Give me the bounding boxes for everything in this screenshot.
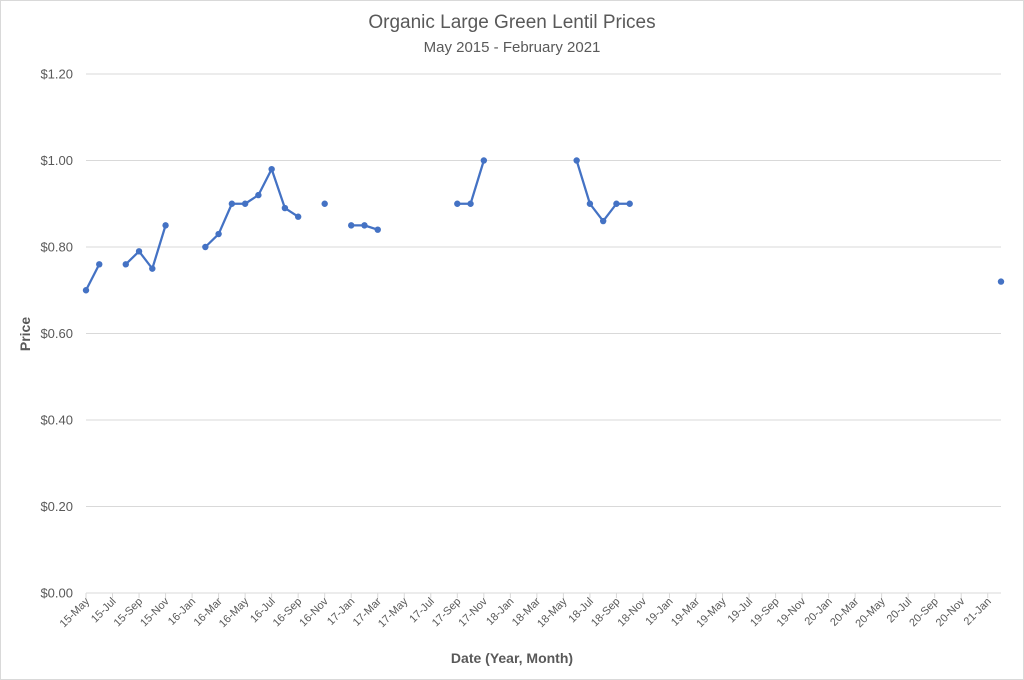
- series-line: [456, 159, 485, 205]
- chart-title: Organic Large Green Lentil Prices: [368, 12, 655, 33]
- y-tick-label: $0.40: [40, 413, 73, 428]
- data-point: [348, 222, 355, 229]
- data-point: [480, 157, 488, 164]
- x-tick-label: 20-Nov: [934, 595, 968, 629]
- data-point: [281, 204, 289, 212]
- data-point: [82, 287, 90, 294]
- data-point: [202, 243, 209, 251]
- x-tick-label: 19-Sep: [748, 596, 782, 630]
- x-tick-label: 19-May: [694, 595, 729, 630]
- x-tick-label: 16-Sep: [271, 596, 305, 630]
- x-tick-label: 18-Nov: [616, 595, 650, 629]
- series-points: [82, 157, 1005, 294]
- gridlines: [86, 73, 1001, 594]
- data-point: [374, 226, 381, 233]
- data-point: [626, 200, 633, 207]
- x-tick-label: 20-May: [853, 595, 888, 630]
- data-point: [122, 261, 129, 268]
- y-tick-label: $1.20: [40, 67, 73, 82]
- data-point: [294, 213, 302, 220]
- series-line: [124, 224, 167, 270]
- data-point: [149, 265, 156, 272]
- data-point: [454, 200, 461, 207]
- data-point: [268, 165, 275, 173]
- y-tick-label: $0.60: [40, 326, 73, 341]
- x-tick-label: 16-Nov: [297, 595, 331, 629]
- x-tick-label: 17-Sep: [430, 596, 464, 630]
- x-tick-label: 18-May: [535, 595, 570, 630]
- x-tick-label: 15-Nov: [138, 595, 172, 629]
- x-tick-label: 20-Sep: [907, 596, 941, 630]
- data-point: [228, 200, 236, 207]
- y-tick-label: $0.80: [40, 240, 73, 255]
- x-tick-label: 21-Jan: [962, 596, 994, 628]
- series-line: [204, 168, 300, 249]
- x-tick-label: 15-May: [58, 595, 93, 630]
- x-tick-label: 19-Nov: [775, 595, 809, 629]
- x-tick-label: 17-May: [376, 595, 411, 630]
- data-point: [613, 200, 620, 207]
- data-point: [467, 200, 474, 207]
- data-point: [599, 217, 607, 225]
- y-axis-ticks: $0.00 $0.20 $0.40 $0.60 $0.80 $1.00 $1.20: [40, 67, 73, 601]
- x-tick-label: 17-Nov: [456, 595, 490, 629]
- data-point: [573, 157, 580, 164]
- data-point: [241, 200, 249, 207]
- data-point: [96, 261, 103, 268]
- y-tick-label: $1.00: [40, 153, 73, 168]
- data-point: [255, 191, 262, 199]
- data-point: [215, 230, 222, 238]
- series-line: [84, 263, 101, 292]
- data-point: [135, 248, 143, 255]
- data-point: [586, 200, 594, 207]
- data-point: [997, 278, 1005, 285]
- y-tick-label: $0.00: [40, 586, 73, 601]
- x-tick-label: 15-Sep: [112, 596, 146, 630]
- chart-subtitle: May 2015 - February 2021: [424, 39, 601, 56]
- x-axis-title: Date (Year, Month): [451, 650, 573, 666]
- x-tick-label: 16-May: [217, 595, 252, 630]
- y-axis-title: Price: [17, 317, 33, 351]
- data-point: [361, 222, 368, 229]
- data-point: [321, 200, 328, 207]
- y-tick-label: $0.20: [40, 499, 73, 514]
- series-line: [575, 159, 631, 223]
- data-point: [162, 222, 169, 229]
- x-tick-label: 18-Sep: [589, 596, 623, 630]
- x-axis-ticks: 15-May15-Jul15-Sep15-Nov16-Jan16-Mar16-M…: [58, 593, 994, 630]
